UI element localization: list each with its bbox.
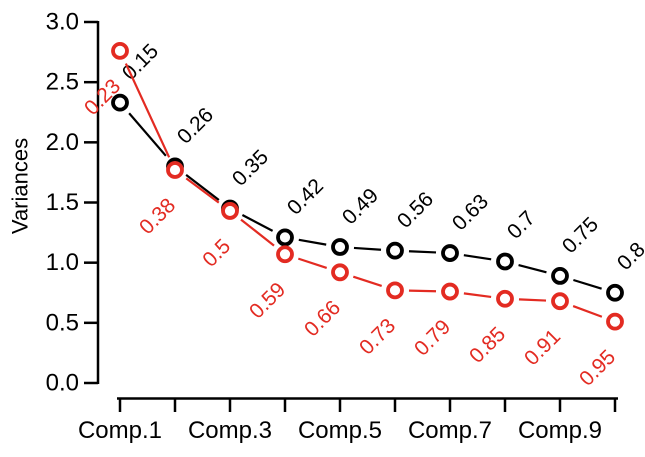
x-tick-label: Comp.9: [518, 417, 602, 444]
red-series-point-label: 0.73: [355, 314, 400, 359]
red-series-point: [166, 161, 184, 179]
x-tick-label: Comp.5: [298, 417, 382, 444]
y-tick-label: 1.0: [46, 249, 79, 276]
black-series-point: [386, 241, 404, 260]
black-series-point: [111, 93, 129, 112]
red-series-point-label: 0.5: [198, 235, 235, 272]
black-series-point: [496, 252, 514, 271]
red-series-segment: [240, 218, 275, 247]
black-series-point-label: 0.75: [558, 213, 603, 258]
black-series-segment: [408, 250, 437, 254]
red-series-segment: [518, 298, 547, 302]
black-series-point-label: 0.8: [613, 238, 645, 275]
red-series-point-label: 0.95: [575, 346, 620, 391]
y-tick-label: 3.0: [46, 9, 79, 36]
red-series-point: [111, 41, 129, 60]
y-tick-label: 0.0: [46, 370, 79, 397]
y-tick-label: 2.5: [46, 69, 79, 96]
y-tick-label: 1.5: [46, 189, 79, 216]
black-series-segment: [241, 214, 274, 232]
red-series-point: [331, 263, 349, 282]
black-series-point: [276, 228, 294, 247]
black-series-segment: [185, 174, 220, 201]
red-series-point-label: 0.59: [245, 278, 290, 323]
black-series-point-label: 0.35: [228, 145, 273, 190]
black-series-point-label: 0.42: [283, 174, 328, 219]
y-axis-title: Variances: [8, 138, 33, 234]
black-series-point: [551, 267, 569, 285]
red-series-segment: [124, 63, 171, 158]
red-series-point-label: 0.79: [410, 315, 455, 360]
red-series-point-label: 0.66: [300, 296, 345, 341]
black-series-segment: [573, 278, 602, 290]
black-series-point-label: 0.49: [338, 184, 383, 229]
red-series-segment: [408, 289, 437, 293]
black-series-point-label: 0.56: [393, 188, 438, 233]
black-series-segment: [298, 238, 327, 246]
black-series-segment: [518, 263, 547, 274]
red-series-point: [496, 289, 514, 308]
black-series-point: [331, 238, 349, 256]
x-tick-label: Comp.1: [78, 417, 162, 444]
red-series-point: [441, 282, 459, 301]
black-series-point-label: 0.7: [503, 207, 540, 244]
red-series-segment: [572, 305, 603, 318]
red-series-segment: [352, 275, 383, 288]
black-series-point-label: 0.63: [448, 190, 493, 235]
y-tick-label: 0.5: [46, 309, 79, 336]
red-series-segment: [185, 177, 220, 204]
black-series-segment: [463, 254, 492, 261]
black-series-point: [606, 283, 624, 302]
red-series-point: [551, 292, 569, 311]
red-series-point: [276, 245, 294, 264]
black-series-segment: [353, 246, 382, 251]
y-tick-label: 2.0: [46, 129, 79, 156]
black-series-point: [441, 244, 459, 262]
red-series-segment: [297, 257, 328, 269]
red-series-point: [606, 312, 624, 331]
red-series-point: [386, 281, 404, 300]
black-series-segment: [128, 112, 167, 157]
red-series-segment: [463, 292, 492, 299]
x-tick-label: Comp.7: [408, 417, 492, 444]
black-series-point-label: 0.26: [173, 103, 218, 148]
x-tick-label: Comp.3: [188, 417, 272, 444]
red-series-point-label: 0.91: [520, 325, 565, 370]
red-series-point: [221, 202, 239, 220]
red-series-point-label: 0.85: [465, 323, 510, 368]
red-series-point-label: 0.38: [135, 194, 180, 239]
